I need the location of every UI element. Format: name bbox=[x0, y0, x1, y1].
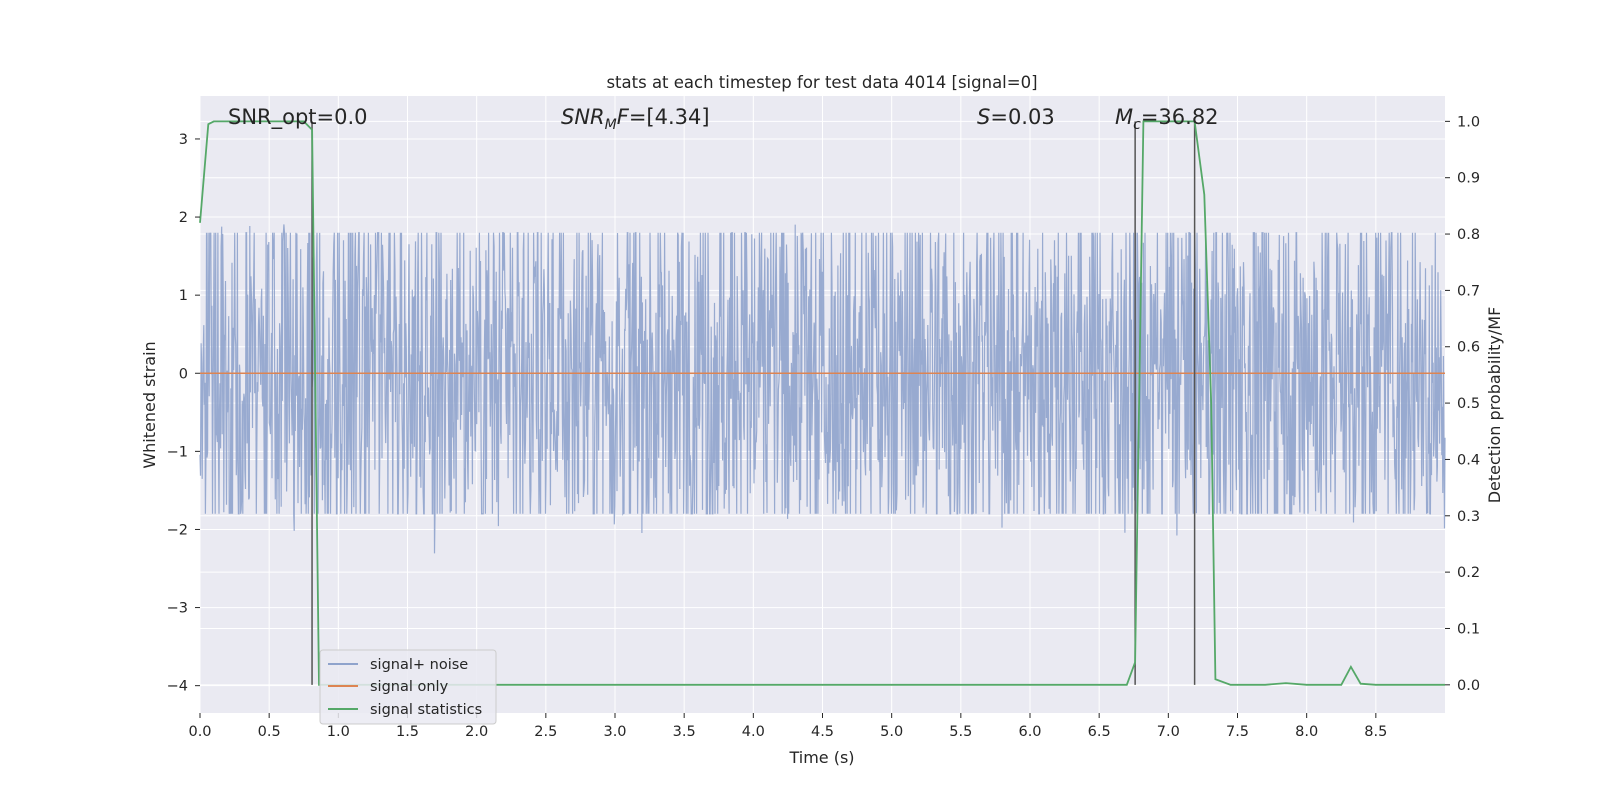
snr-opt-annotation: SNR_opt=0.0 bbox=[228, 105, 368, 130]
signal-statistics-line bbox=[199, 120, 1445, 686]
x-tick-label-16: 8.0 bbox=[1295, 724, 1318, 740]
y-right-tick-label-2: 0.8 bbox=[1457, 227, 1480, 243]
legend-label-signal-noise: signal+ noise bbox=[370, 657, 468, 673]
x-axis-label: Time (s) bbox=[788, 748, 854, 767]
x-tick-label-8: 4.0 bbox=[742, 724, 765, 740]
y-tick-label-5: −2 bbox=[167, 522, 188, 538]
snr-mf-mid: F bbox=[617, 105, 630, 129]
y-right-tick-label-9: 0.1 bbox=[1457, 621, 1480, 637]
x-tick-label-11: 5.5 bbox=[949, 724, 972, 740]
snr-mf-annotation: SNRMF=[4.34] bbox=[561, 105, 710, 133]
legend-label-signal-statistics: signal statistics bbox=[370, 702, 482, 718]
x-tick-label-14: 7.0 bbox=[1157, 724, 1180, 740]
x-tick-label-13: 6.5 bbox=[1088, 724, 1111, 740]
x-tick-label-7: 3.5 bbox=[673, 724, 696, 740]
snr-mf-value: =[4.34] bbox=[629, 105, 710, 129]
x-tick-label-3: 1.5 bbox=[396, 724, 419, 740]
y-right-tick-label-3: 0.7 bbox=[1457, 283, 1480, 299]
y-tick-label-7: −4 bbox=[167, 679, 188, 695]
mc-annotation: Mc=36.82 bbox=[1115, 105, 1219, 133]
y-right-tick-label-6: 0.4 bbox=[1457, 452, 1480, 468]
signal-noise-line bbox=[199, 224, 1446, 554]
ticks-group: 0.0 0.5 1.0 1.5 2.0 2.5 3.0 3.5 4.0 4.5 5.0 5.5 6.0 6… bbox=[167, 114, 1480, 740]
y-tick-label-6: −3 bbox=[167, 601, 188, 617]
x-tick-label-10: 5.0 bbox=[880, 724, 903, 740]
snr-mf-subscript: M bbox=[605, 117, 617, 133]
s-symbol: S bbox=[977, 105, 990, 129]
y-tick-label-3: 0 bbox=[179, 366, 188, 382]
y-right-tick-label-10: 0.0 bbox=[1457, 678, 1480, 694]
y-right-tick-label-0: 1.0 bbox=[1457, 114, 1480, 130]
mc-subscript: c bbox=[1133, 117, 1141, 133]
x-tick-label-6: 3.0 bbox=[603, 724, 626, 740]
s-annotation: S=0.03 bbox=[977, 105, 1055, 129]
x-tick-label-12: 6.0 bbox=[1018, 724, 1041, 740]
y-right-tick-label-1: 0.9 bbox=[1457, 171, 1480, 187]
legend-label-signal-only: signal only bbox=[370, 679, 449, 695]
y-tick-label-1: 2 bbox=[179, 210, 188, 226]
y-right-tick-label-8: 0.2 bbox=[1457, 565, 1480, 581]
legend-box bbox=[319, 649, 497, 725]
y-right-tick-label-5: 0.5 bbox=[1457, 396, 1480, 412]
x-tick-label-4: 2.0 bbox=[465, 724, 488, 740]
x-tick-label-17: 8.5 bbox=[1364, 724, 1387, 740]
x-tick-label-5: 2.5 bbox=[534, 724, 557, 740]
x-tick-label-9: 4.5 bbox=[811, 724, 834, 740]
chart-title: stats at each timestep for test data 401… bbox=[606, 73, 1037, 92]
x-tick-label-1: 0.5 bbox=[258, 724, 281, 740]
series-group bbox=[199, 120, 1445, 686]
noise-trace-group bbox=[199, 224, 1446, 554]
y-axis-label: Whitened strain bbox=[140, 341, 159, 468]
x-tick-label-0: 0.0 bbox=[188, 724, 211, 740]
y-tick-label-4: −1 bbox=[167, 444, 188, 460]
y-right-tick-label-7: 0.3 bbox=[1457, 509, 1480, 525]
x-tick-label-15: 7.5 bbox=[1226, 724, 1249, 740]
mc-value: =36.82 bbox=[1141, 105, 1219, 129]
snr-mf-prefix: SNR bbox=[561, 105, 605, 129]
y-right-tick-label-4: 0.6 bbox=[1457, 340, 1480, 356]
y-axis-right-label: Detection probability/MF bbox=[1485, 307, 1504, 504]
x-tick-label-2: 1.0 bbox=[327, 724, 350, 740]
y-tick-label-2: 1 bbox=[179, 288, 188, 304]
mc-symbol: M bbox=[1115, 105, 1133, 129]
legend: signal+ noise signal only signal statist… bbox=[319, 649, 497, 725]
y-tick-label-0: 3 bbox=[179, 132, 188, 148]
s-value: =0.03 bbox=[990, 105, 1054, 129]
